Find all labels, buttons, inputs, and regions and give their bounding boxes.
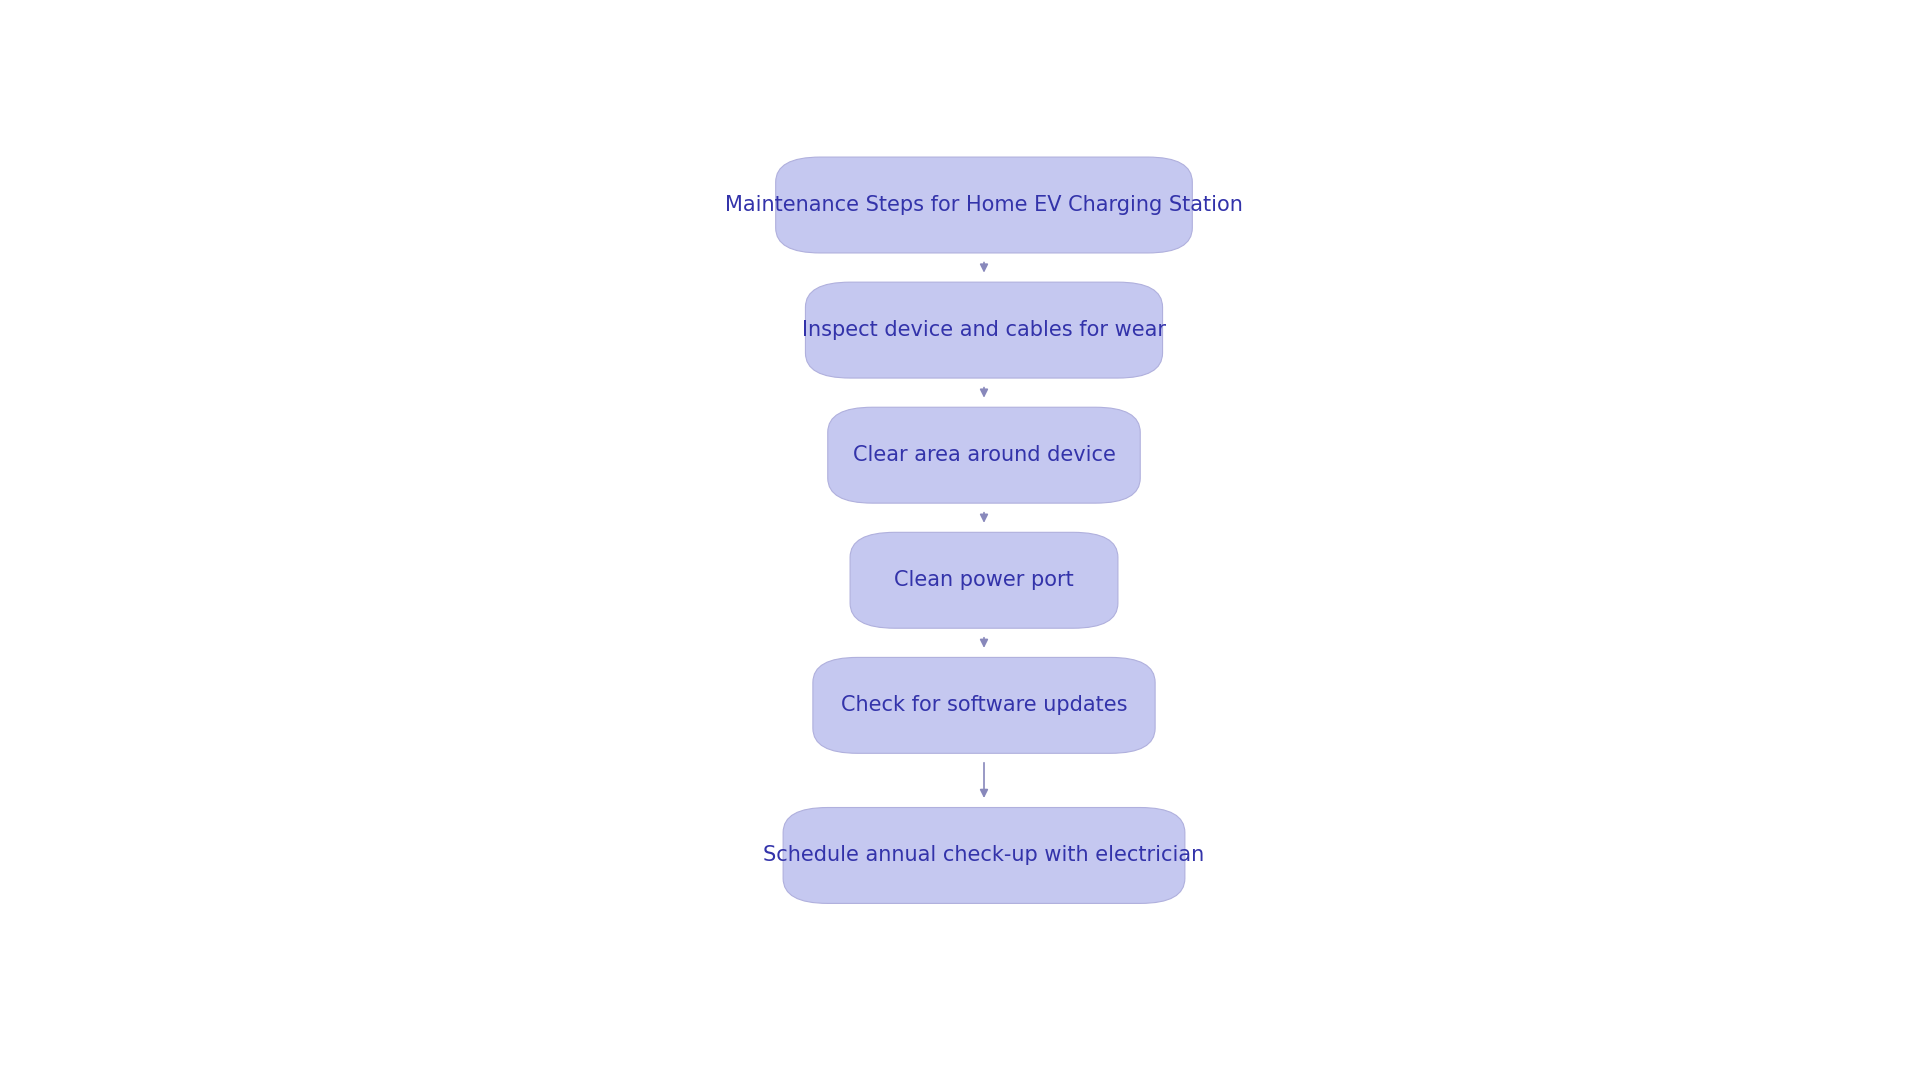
Text: Clean power port: Clean power port <box>895 571 1073 590</box>
FancyBboxPatch shape <box>776 157 1192 253</box>
Text: Inspect device and cables for wear: Inspect device and cables for wear <box>803 321 1165 340</box>
Text: Check for software updates: Check for software updates <box>841 695 1127 716</box>
FancyBboxPatch shape <box>783 808 1185 903</box>
FancyBboxPatch shape <box>828 407 1140 504</box>
FancyBboxPatch shape <box>812 657 1156 754</box>
Text: Maintenance Steps for Home EV Charging Station: Maintenance Steps for Home EV Charging S… <box>726 195 1242 216</box>
Text: Schedule annual check-up with electrician: Schedule annual check-up with electricia… <box>764 846 1204 865</box>
Text: Clear area around device: Clear area around device <box>852 445 1116 466</box>
FancyBboxPatch shape <box>851 533 1117 628</box>
FancyBboxPatch shape <box>806 283 1162 378</box>
